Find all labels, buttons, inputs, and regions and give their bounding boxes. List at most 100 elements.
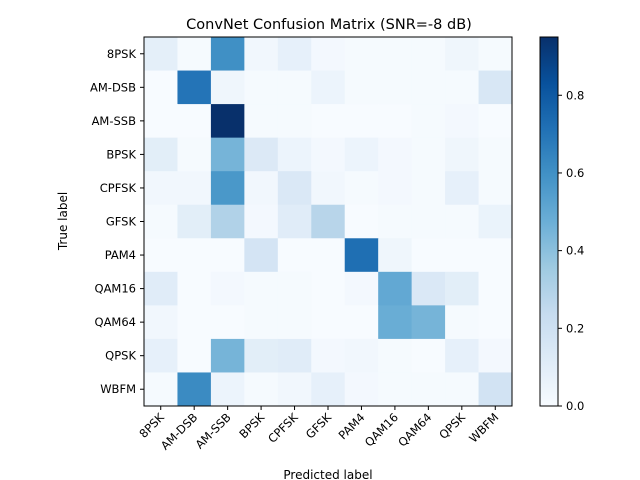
heatmap-cell: [177, 305, 212, 340]
heatmap-cell: [244, 372, 279, 407]
heatmap-cell: [445, 204, 479, 239]
heatmap-cell: [244, 70, 279, 105]
heatmap-cell: [445, 104, 479, 139]
heatmap-cell: [244, 271, 279, 306]
heatmap-cell: [445, 338, 479, 373]
heatmap-cell: [411, 372, 446, 407]
heatmap-cell: [411, 37, 446, 71]
heatmap-cell: [144, 305, 178, 340]
heatmap-cell: [344, 171, 379, 206]
heatmap-cell: [277, 372, 312, 407]
heatmap-cell: [445, 37, 479, 71]
heatmap-cell: [144, 372, 178, 407]
y-tick-label: WBFM: [100, 382, 136, 396]
heatmap-cell: [478, 271, 513, 306]
heatmap-cell: [344, 104, 379, 139]
heatmap-cell: [311, 171, 346, 206]
heatmap-cell: [144, 271, 178, 306]
heatmap-cell: [277, 305, 312, 340]
y-tick-label: QAM16: [95, 282, 136, 296]
heatmap-cell: [144, 137, 178, 172]
heatmap-cell: [311, 70, 346, 105]
heatmap-cell: [244, 338, 279, 373]
heatmap-cell: [144, 238, 178, 273]
heatmap-cell: [445, 271, 479, 306]
y-tick-label: CPFSK: [100, 181, 137, 195]
heatmap-cell: [445, 70, 479, 105]
y-tick-label: QAM64: [95, 315, 136, 329]
x-tick-label: GFSK: [303, 410, 335, 442]
x-tick-label: QAM64: [395, 410, 434, 449]
y-tick-label: 8PSK: [107, 47, 137, 61]
heatmap-cell: [210, 171, 245, 206]
heatmap-cell: [378, 238, 413, 273]
heatmap-cell: [445, 171, 479, 206]
heatmap-cell: [378, 204, 413, 239]
heatmap-cell: [311, 338, 346, 373]
heatmap-cell: [210, 372, 245, 407]
heatmap-cell: [177, 372, 212, 407]
heatmap-cell: [344, 305, 379, 340]
heatmap-cell: [177, 104, 212, 139]
heatmap-cell: [411, 271, 446, 306]
heatmap-cell: [210, 204, 245, 239]
heatmap-cell: [378, 37, 413, 71]
x-tick-label: QPSK: [436, 410, 468, 442]
heatmap-cell: [445, 305, 479, 340]
colorbar: [539, 36, 559, 407]
y-tick-label: BPSK: [106, 147, 136, 161]
heatmap-cell: [144, 171, 178, 206]
colorbar-tick-label: 0.0: [566, 399, 584, 413]
heatmap-cell: [144, 204, 178, 239]
heatmap-cell: [478, 204, 513, 239]
colorbar-tick-label: 0.4: [566, 244, 584, 258]
heatmap-cell: [478, 137, 513, 172]
x-tick-label: QAM16: [362, 410, 401, 449]
heatmap-cell: [378, 171, 413, 206]
heatmap-cell: [244, 37, 279, 71]
heatmap-cell: [344, 238, 379, 273]
heatmap-cell: [277, 338, 312, 373]
heatmap-cell: [177, 70, 212, 105]
heatmap-cell: [378, 104, 413, 139]
heatmap-cell: [445, 372, 479, 407]
heatmap-cell: [411, 338, 446, 373]
heatmap-cell: [478, 238, 513, 273]
heatmap-cell: [378, 305, 413, 340]
x-tick-label: AM-SSB: [192, 410, 233, 451]
x-tick-label: WBFM: [466, 410, 501, 445]
colorbar-tick-label: 0.2: [566, 321, 584, 335]
heatmap-cell: [311, 137, 346, 172]
heatmap-cell: [244, 137, 279, 172]
heatmap-cell: [445, 137, 479, 172]
x-tick-label: 8PSK: [136, 410, 167, 441]
heatmap-cell: [244, 171, 279, 206]
y-axis-ticks: 8PSK AM-DSB AM-SSB BPSK CPFSK GFSK PAM4 QAM16 QA…: [90, 47, 144, 396]
heatmap-cell: [210, 271, 245, 306]
heatmap-cell: [277, 70, 312, 105]
heatmap-cell: [277, 137, 312, 172]
heatmap-cell: [177, 238, 212, 273]
chart-title: ConvNet Confusion Matrix (SNR=-8 dB): [186, 17, 472, 33]
heatmap-cell: [378, 271, 413, 306]
heatmap-cell: [478, 171, 513, 206]
heatmap-cell: [177, 271, 212, 306]
x-axis-label: Predicted label: [283, 468, 372, 480]
heatmap-cell: [177, 137, 212, 172]
y-tick-label: PAM4: [105, 248, 136, 262]
heatmap-cell: [210, 338, 245, 373]
y-axis-label: True label: [56, 192, 70, 251]
colorbar-ticks: 0.0 0.2 0.4 0.6 0.8: [558, 88, 584, 413]
heatmap-cell: [210, 238, 245, 273]
heatmap-cell: [311, 204, 346, 239]
heatmap-cell: [311, 37, 346, 71]
heatmap-cell: [144, 37, 178, 71]
heatmap-cell: [478, 305, 513, 340]
heatmap-cell: [344, 372, 379, 407]
colorbar-tick-label: 0.8: [566, 88, 584, 102]
y-tick-label: QPSK: [105, 349, 136, 363]
heatmap-cell: [177, 171, 212, 206]
heatmap-cell: [344, 37, 379, 71]
heatmap-cell: [210, 104, 245, 139]
